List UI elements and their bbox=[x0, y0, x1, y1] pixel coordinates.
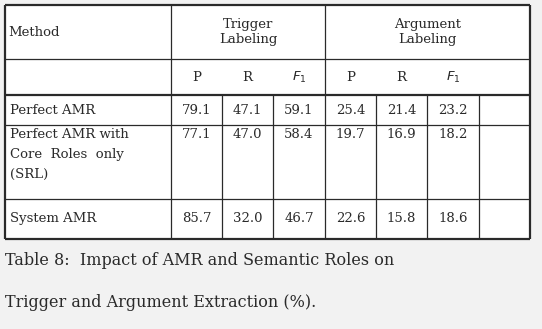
Text: R: R bbox=[242, 71, 253, 84]
Text: P: P bbox=[192, 71, 201, 84]
Bar bbox=[5, 5, 530, 239]
Text: System AMR: System AMR bbox=[10, 212, 96, 225]
Text: Trigger
Labeling: Trigger Labeling bbox=[219, 18, 277, 46]
Text: Table 8:  Impact of AMR and Semantic Roles on: Table 8: Impact of AMR and Semantic Role… bbox=[5, 252, 395, 269]
Text: 47.1: 47.1 bbox=[233, 104, 262, 117]
Text: 18.6: 18.6 bbox=[438, 212, 468, 225]
Text: 15.8: 15.8 bbox=[386, 212, 416, 225]
Text: R: R bbox=[396, 71, 406, 84]
Text: 21.4: 21.4 bbox=[386, 104, 416, 117]
Text: 32.0: 32.0 bbox=[233, 212, 262, 225]
Text: 79.1: 79.1 bbox=[182, 104, 211, 117]
Text: Argument
Labeling: Argument Labeling bbox=[394, 18, 461, 46]
Text: 25.4: 25.4 bbox=[335, 104, 365, 117]
Text: (SRL): (SRL) bbox=[10, 168, 48, 181]
Text: 77.1: 77.1 bbox=[182, 128, 211, 141]
Text: $F_1$: $F_1$ bbox=[446, 70, 460, 85]
Text: $F_1$: $F_1$ bbox=[292, 70, 306, 85]
Text: Perfect AMR: Perfect AMR bbox=[10, 104, 95, 117]
Text: 23.2: 23.2 bbox=[438, 104, 468, 117]
Text: P: P bbox=[346, 71, 355, 84]
Text: Perfect AMR with: Perfect AMR with bbox=[10, 128, 128, 141]
Text: 19.7: 19.7 bbox=[335, 128, 365, 141]
Text: 18.2: 18.2 bbox=[438, 128, 468, 141]
Text: 58.4: 58.4 bbox=[284, 128, 314, 141]
Text: 85.7: 85.7 bbox=[182, 212, 211, 225]
Text: Core  Roles  only: Core Roles only bbox=[10, 148, 124, 161]
Text: 16.9: 16.9 bbox=[386, 128, 416, 141]
Text: Trigger and Argument Extraction (%).: Trigger and Argument Extraction (%). bbox=[5, 294, 317, 312]
Text: Method: Method bbox=[8, 26, 60, 38]
Text: 59.1: 59.1 bbox=[284, 104, 314, 117]
Text: 46.7: 46.7 bbox=[284, 212, 314, 225]
Text: 47.0: 47.0 bbox=[233, 128, 262, 141]
Text: 22.6: 22.6 bbox=[335, 212, 365, 225]
